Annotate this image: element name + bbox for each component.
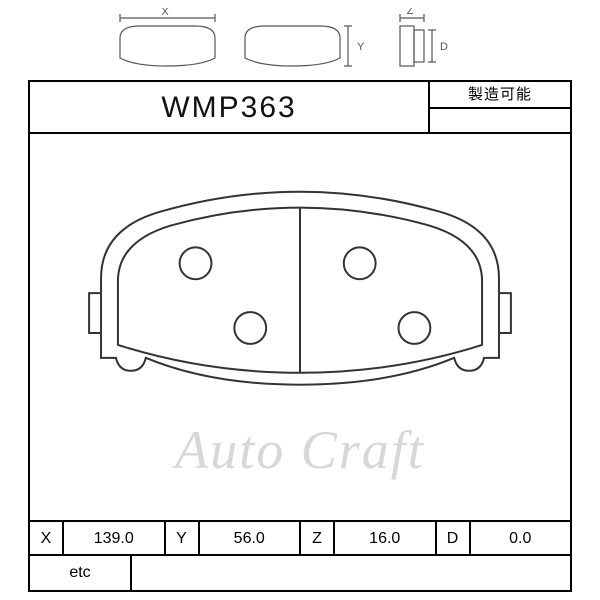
legend-label-z: Z [407,8,414,17]
dim-value-d: 0.0 [471,522,571,554]
dimension-legend: X Y Z D [110,8,490,73]
etc-label: etc [30,556,132,590]
dimensions-row: X 139.0 Y 56.0 Z 16.0 D 0.0 [30,522,570,556]
drawing-area: Auto Craft [30,134,570,522]
header-row: WMP363 製造可能 [30,82,570,134]
dim-label-y: Y [166,522,200,554]
part-number: WMP363 [30,82,430,132]
legend-label-y: Y [357,41,365,53]
dim-label-d: D [437,522,471,554]
dim-value-x: 139.0 [64,522,166,554]
dim-label-z: Z [301,522,335,554]
status-column: 製造可能 [430,82,570,132]
etc-value [132,556,570,590]
legend-label-d: D [440,41,448,53]
spec-card: WMP363 製造可能 Auto [28,80,572,592]
status-label: 製造可能 [430,82,570,109]
dim-value-z: 16.0 [335,522,437,554]
dim-value-y: 56.0 [200,522,302,554]
etc-row: etc [30,556,570,590]
dim-label-x: X [30,522,64,554]
legend-label-x: X [161,8,169,18]
brake-pad-drawing [30,134,570,520]
status-blank [430,109,570,132]
